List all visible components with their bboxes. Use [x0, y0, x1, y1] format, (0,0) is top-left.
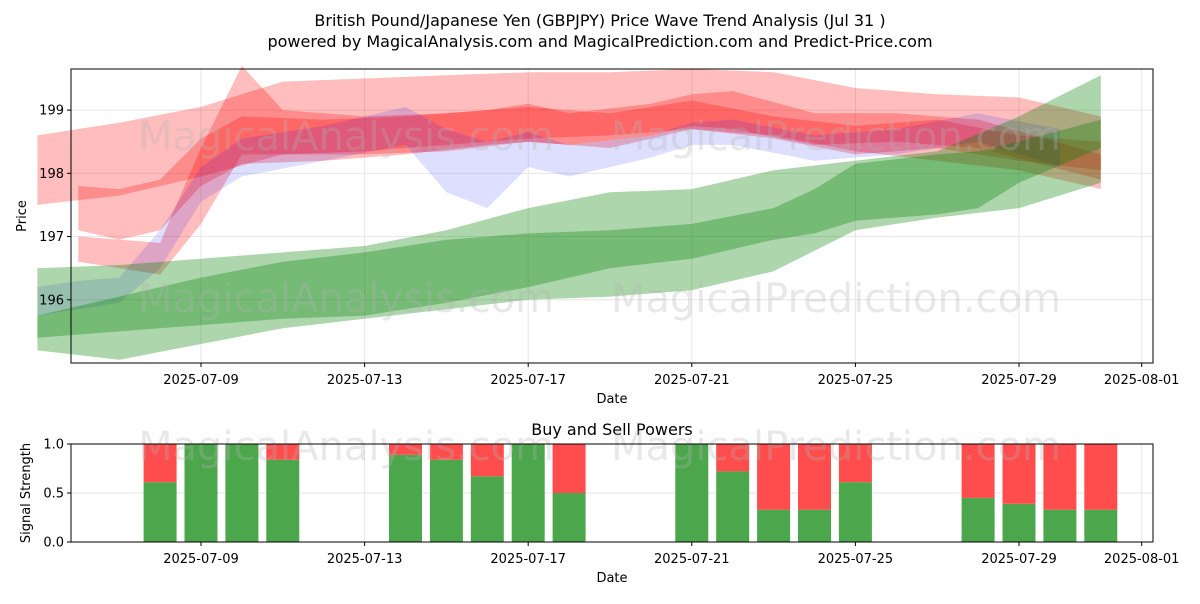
buy-bar-2025-07-15 [429, 459, 463, 542]
band-red-0 [37, 69, 1101, 205]
buy-bar-2025-07-28 [961, 497, 995, 542]
signal-y-axis-label: Signal Strength [19, 443, 34, 543]
buy-bar-2025-07-29 [1002, 503, 1036, 542]
band-green-4 [37, 75, 1101, 360]
sell-bar-2025-07-24 [798, 444, 831, 510]
price-x-tick-label-3: 2025-07-21 [654, 373, 730, 388]
sell-bar-2025-07-28 [961, 444, 995, 498]
signal-x-tick-label-4: 2025-07-25 [818, 552, 894, 567]
sell-bar-2025-07-30 [1043, 444, 1077, 510]
price-x-ticks: 2025-07-09 2025-07-13 2025-07-17 2025-07-21… [163, 363, 1179, 388]
price-plot-area [71, 69, 1153, 363]
price-x-axis-label: Date [596, 392, 627, 407]
signal-x-ticks: 2025-07-09 2025-07-13 2025-07-17 2025-07-21… [163, 542, 1179, 567]
band-blue-3 [37, 106, 1060, 316]
signal-panel: Buy and Sell Powers MagicalAnalysis.com … [19, 420, 1179, 586]
sell-bar-2025-07-11 [266, 444, 300, 460]
band-red-2 [78, 65, 1101, 275]
watermark-prediction-top: MagicalPrediction.com [611, 114, 1061, 160]
buy-bar-2025-07-08 [143, 482, 177, 542]
chart-title: British Pound/Japanese Yen (GBPJPY) Pric… [314, 11, 885, 30]
price-x-tick-label-0: 2025-07-09 [163, 373, 239, 388]
buy-bar-2025-07-16 [470, 476, 504, 542]
buy-bar-2025-07-25 [838, 482, 872, 542]
watermark-analysis-bottom: MagicalAnalysis.com [138, 276, 554, 322]
price-x-tick-label-6: 2025-08-01 [1104, 373, 1180, 388]
price-x-tick-label-4: 2025-07-25 [818, 373, 894, 388]
signal-y-ticks: 0.0 0.5 1.0 [43, 438, 71, 551]
signal-x-tick-label-6: 2025-08-01 [1104, 552, 1180, 567]
buy-bar-2025-07-09 [184, 444, 218, 542]
buy-bar-2025-07-18 [552, 493, 586, 542]
signal-x-tick-label-3: 2025-07-21 [654, 552, 730, 567]
sell-bar-2025-07-18 [552, 444, 586, 493]
sell-bar-2025-07-08 [143, 444, 177, 483]
buy-bar-2025-07-21 [675, 444, 709, 542]
buy-bar-2025-07-24 [798, 509, 831, 542]
watermark-prediction-bottom: MagicalPrediction.com [611, 276, 1061, 322]
signal-bars [143, 444, 1118, 542]
buy-bar-2025-07-17 [511, 444, 545, 542]
signal-x-tick-label-5: 2025-07-29 [981, 552, 1057, 567]
signal-x-tick-label-0: 2025-07-09 [163, 552, 239, 567]
signal-x-tick-label-1: 2025-07-13 [327, 552, 403, 567]
price-x-tick-label-1: 2025-07-13 [327, 373, 403, 388]
buy-bar-2025-07-30 [1043, 509, 1077, 542]
sell-bar-2025-07-25 [838, 444, 872, 483]
buy-bar-2025-07-22 [716, 471, 750, 542]
band-red-1 [78, 91, 1101, 240]
buy-bar-2025-07-23 [757, 509, 791, 542]
sell-bar-2025-07-16 [470, 444, 504, 477]
watermark-analysis-signal: MagicalAnalysis.com [138, 424, 554, 470]
price-y-tick-label-2: 198 [39, 167, 64, 182]
chart-subtitle: powered by MagicalAnalysis.com and Magic… [267, 32, 932, 51]
buy-bar-2025-07-31 [1084, 509, 1118, 542]
buy-bar-2025-07-14 [389, 454, 422, 542]
price-panel: MagicalAnalysis.com MagicalPrediction.co… [15, 65, 1179, 407]
signal-y-tick-label-1: 0.5 [43, 487, 64, 502]
price-plot-frame [70, 68, 1154, 364]
signal-y-tick-label-2: 1.0 [43, 438, 64, 453]
signal-x-tick-label-2: 2025-07-17 [490, 552, 566, 567]
signal-title: Buy and Sell Powers [531, 420, 693, 439]
watermark-analysis-top: MagicalAnalysis.com [138, 114, 554, 160]
price-y-axis-label: Price [15, 200, 30, 232]
price-y-tick-label-0: 196 [39, 293, 64, 308]
band-green-5 [37, 119, 1101, 338]
buy-bar-2025-07-11 [266, 459, 300, 542]
price-x-tick-label-5: 2025-07-29 [981, 373, 1057, 388]
sell-bar-2025-07-29 [1002, 444, 1036, 504]
price-y-tick-label-1: 197 [39, 230, 64, 245]
sell-bar-2025-07-15 [429, 444, 463, 460]
sell-bar-2025-07-14 [389, 444, 422, 455]
price-grid [71, 69, 1153, 363]
price-y-ticks: 196 197 198 199 [39, 104, 71, 308]
sell-bar-2025-07-22 [716, 444, 750, 472]
sell-bar-2025-07-31 [1084, 444, 1118, 510]
price-y-tick-label-3: 199 [39, 104, 64, 119]
price-bands [37, 65, 1101, 360]
buy-bar-2025-07-10 [225, 444, 259, 542]
sell-bar-2025-07-23 [757, 444, 791, 510]
signal-y-tick-label-0: 0.0 [43, 536, 64, 551]
watermark-prediction-signal: MagicalPrediction.com [611, 424, 1061, 470]
price-x-tick-label-2: 2025-07-17 [490, 373, 566, 388]
signal-x-axis-label: Date [596, 571, 627, 586]
